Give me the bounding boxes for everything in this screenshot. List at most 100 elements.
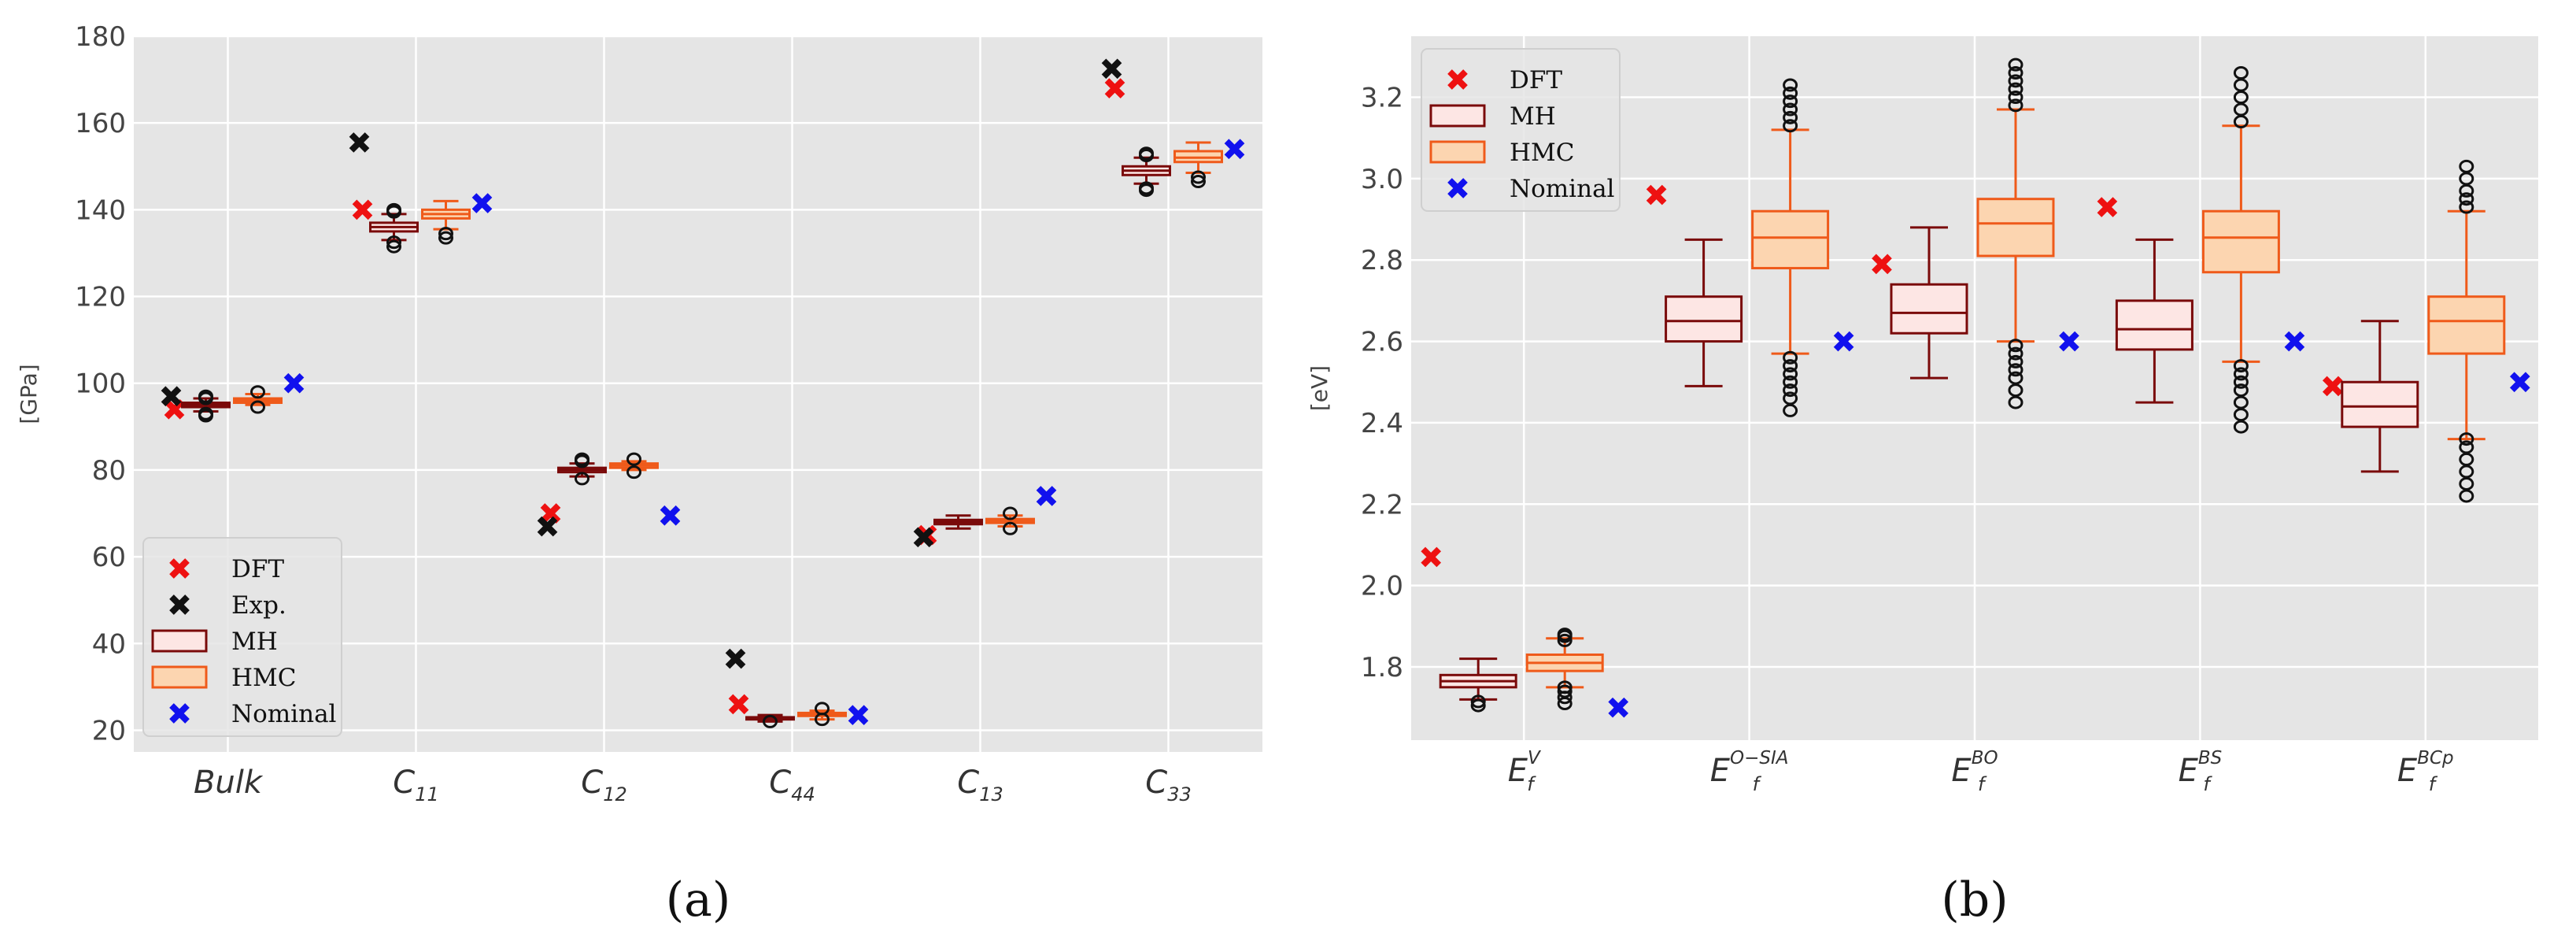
nominal-marker <box>1224 139 1245 160</box>
outlier-point <box>2008 371 2023 385</box>
legend-label: Exp. <box>231 591 286 620</box>
outlier-point <box>250 385 265 399</box>
outlier-point <box>2459 172 2474 186</box>
exp-marker <box>913 527 934 548</box>
outlier-point <box>1783 86 1798 100</box>
dft-marker <box>728 694 749 715</box>
nominal-marker <box>1833 331 1854 352</box>
legend-label: Nominal <box>231 700 336 728</box>
hmc-box <box>797 702 847 727</box>
outlier-point <box>386 235 401 250</box>
legend-frame <box>1421 48 1621 212</box>
outlier-point <box>2459 440 2474 454</box>
outlier-point <box>1783 94 1798 109</box>
dft-marker <box>540 503 561 524</box>
dft-marker <box>164 398 185 420</box>
y-tick-label: 2.8 <box>1361 245 1403 276</box>
box-iqr <box>1976 198 2055 257</box>
legend-swatch-mh <box>151 629 208 653</box>
exp-marker <box>725 648 746 669</box>
outlier-point <box>815 702 830 716</box>
outlier-point <box>2008 395 2023 409</box>
y-tick-label: 180 <box>75 21 126 53</box>
outlier-point <box>1783 375 1798 389</box>
nominal-marker <box>2059 331 2079 352</box>
y-tick-label: 3.0 <box>1361 164 1403 195</box>
y-tick-label: 1.8 <box>1361 652 1403 683</box>
dft-marker <box>1872 254 1892 275</box>
legend-swatch-mh <box>1429 104 1486 128</box>
outlier-point <box>2233 383 2249 398</box>
mh-box <box>369 202 419 254</box>
y-tick-label: 2.2 <box>1361 489 1403 520</box>
outlier-point <box>1003 506 1018 520</box>
outlier-point <box>198 406 213 420</box>
dft-marker <box>352 199 373 220</box>
outlier-point <box>1470 694 1486 709</box>
outlier-point <box>2233 420 2249 434</box>
y-tick-label: 20 <box>92 715 126 746</box>
exp-marker <box>349 132 370 153</box>
legend-swatch-nominal <box>1447 178 1468 198</box>
outlier-point <box>2008 346 2023 361</box>
x-tick-label: C11 <box>393 765 438 805</box>
nominal-marker <box>1036 486 1057 506</box>
outlier-point <box>2008 383 2023 398</box>
dft-marker <box>1421 546 1442 568</box>
dft-marker <box>2322 376 2343 397</box>
legend-swatch-exp <box>169 594 190 615</box>
hmc-box <box>609 452 659 480</box>
y-axis-label: [eV] <box>1306 365 1332 411</box>
outlier-point <box>2459 465 2474 479</box>
y-axis-label: [GPa] <box>16 364 42 424</box>
outlier-point <box>2233 91 2249 105</box>
legend-label: MH <box>1510 102 1556 131</box>
outlier-point <box>2459 159 2474 173</box>
box-iqr <box>1665 295 1743 343</box>
box-iqr <box>2427 295 2506 355</box>
outlier-point <box>2233 102 2249 117</box>
outlier-point <box>1783 403 1798 417</box>
y-tick-label: 120 <box>75 282 126 313</box>
legend-swatch-dft <box>1447 69 1468 90</box>
outlier-point <box>2008 354 2023 368</box>
outlier-point <box>2008 98 2023 113</box>
y-tick-label: 40 <box>92 628 126 660</box>
outlier-point <box>2008 339 2023 353</box>
x-tick-label: Bulk <box>194 765 264 801</box>
outlier-point <box>438 231 453 245</box>
legend-swatch-nominal <box>169 703 190 724</box>
y-tick-label: 100 <box>75 368 126 400</box>
hmc-box <box>2427 159 2506 503</box>
outlier-point <box>626 452 641 466</box>
mh-box <box>2341 320 2419 473</box>
x-tick-label: C44 <box>769 765 815 805</box>
outlier-point <box>626 465 641 480</box>
outlier-point <box>1557 628 1573 642</box>
outlier-point <box>1191 175 1206 189</box>
x-tick-label: C12 <box>581 765 626 805</box>
outlier-point <box>1783 78 1798 92</box>
outlier-point <box>2459 200 2474 214</box>
box-iqr <box>2201 209 2280 274</box>
outlier-point <box>2459 192 2474 206</box>
outlier-point <box>2233 359 2249 373</box>
x-tick-label: EV f <box>1508 748 1542 795</box>
dft-marker <box>2097 197 2118 217</box>
mh-box <box>181 389 231 423</box>
outlier-point <box>2008 363 2023 377</box>
box-iqr <box>2341 380 2419 428</box>
chart-panel-a: 20 40 60 80 100 120 140 160 180 Bulk C11 C12 C44 C13 C… <box>16 21 1262 928</box>
outlier-point <box>2233 408 2249 422</box>
mh-box <box>1665 238 1743 387</box>
nominal-marker <box>2509 372 2530 393</box>
outlier-point <box>2008 57 2023 72</box>
mh-box <box>2115 238 2193 404</box>
nominal-marker <box>1608 697 1629 718</box>
outlier-point <box>2233 115 2249 129</box>
legend-label: Nominal <box>1510 175 1614 203</box>
outlier-point <box>1783 110 1798 124</box>
dft-marker <box>1646 184 1667 206</box>
outlier-point <box>2233 395 2249 409</box>
dft-marker <box>1104 78 1125 98</box>
